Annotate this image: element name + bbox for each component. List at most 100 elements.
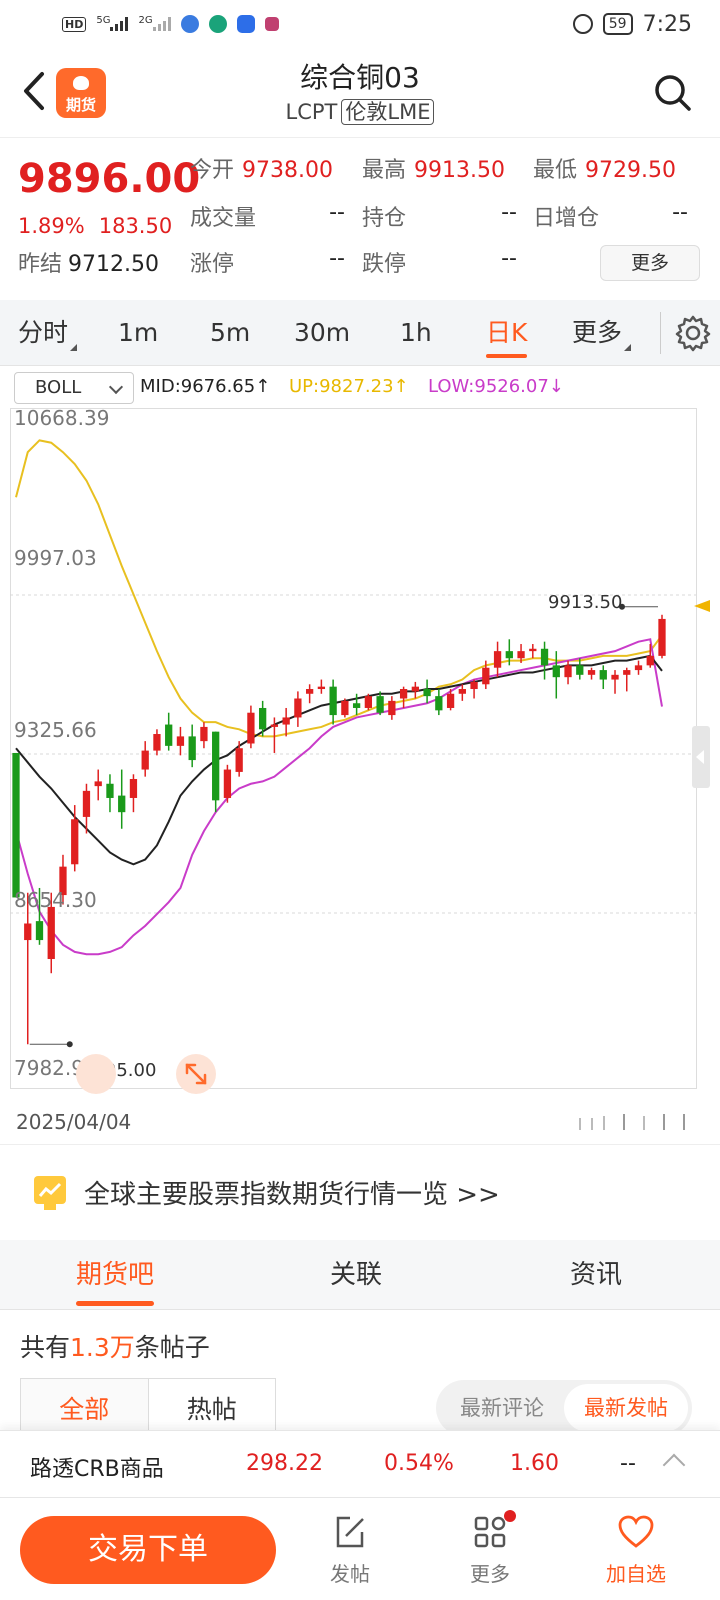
tab-1m[interactable]: 1m bbox=[118, 318, 159, 347]
prev-settle: 昨结 9712.50 bbox=[18, 252, 159, 277]
ticker-extra: -- bbox=[620, 1451, 636, 1476]
status-bar: HD 5G 2G 59 7:25 bbox=[0, 0, 720, 48]
candle-body bbox=[611, 674, 619, 680]
app-badge[interactable]: 期货 bbox=[56, 68, 106, 118]
candle-body bbox=[118, 795, 126, 813]
candle-body bbox=[94, 781, 102, 787]
candle-body bbox=[587, 670, 596, 675]
tab-intraday[interactable]: 分时 bbox=[18, 300, 78, 366]
y-tick-label: 8654.30 bbox=[14, 888, 97, 912]
kline-chart[interactable]: 10668.39 9997.03 9325.66 8654.30 7982.93 bbox=[10, 406, 710, 1104]
chart-frame bbox=[10, 408, 697, 1089]
dropdown-caret-icon bbox=[624, 344, 632, 351]
clock: 7:25 bbox=[642, 11, 692, 37]
last-price: 9896.00 bbox=[18, 156, 201, 202]
signal-5g: 5G bbox=[96, 15, 129, 34]
candle-body bbox=[458, 689, 466, 694]
candle-body bbox=[341, 700, 349, 716]
boll-up-value: UP:9827.23↑ bbox=[289, 376, 409, 397]
indicator-select[interactable]: BOLL bbox=[14, 372, 134, 404]
signal-2g: 2G bbox=[138, 15, 171, 34]
sort-latest-comment[interactable]: 最新评论 bbox=[460, 1396, 544, 1420]
indicator-row: BOLL MID:9676.65↑ UP:9827.23↑ LOW:9526.0… bbox=[0, 372, 720, 406]
candle-body bbox=[129, 779, 138, 798]
kline-svg[interactable] bbox=[10, 408, 710, 1104]
tab-30m[interactable]: 30m bbox=[294, 318, 351, 347]
candle-body bbox=[552, 665, 560, 678]
tab-more-periods[interactable]: 更多 bbox=[572, 300, 632, 366]
candle-body bbox=[24, 923, 32, 941]
candle-body bbox=[223, 769, 232, 798]
max-price-marker: 9913.50 bbox=[548, 592, 623, 613]
exchange-badge: 伦敦LME bbox=[341, 99, 435, 125]
limit-down-field: 跌停 -- bbox=[362, 246, 517, 277]
volume-field: 成交量 -- bbox=[190, 200, 345, 231]
global-index-banner[interactable]: 全球主要股票指数期货行情一览 >> bbox=[0, 1146, 720, 1238]
candle-body bbox=[623, 670, 631, 675]
boll-lower-line bbox=[15, 638, 663, 956]
app-notification-icon bbox=[236, 15, 255, 33]
tab-5m[interactable]: 5m bbox=[210, 318, 251, 347]
candle-body bbox=[411, 686, 419, 692]
candle-body bbox=[247, 712, 255, 744]
divider bbox=[0, 1144, 720, 1145]
y-tick-label: 9997.03 bbox=[14, 546, 97, 570]
open-interest-field: 持仓 -- bbox=[362, 200, 517, 231]
network-type: HD bbox=[62, 16, 87, 32]
tab-1h[interactable]: 1h bbox=[400, 318, 432, 347]
candle-body bbox=[294, 698, 302, 718]
grid-icon bbox=[474, 1516, 506, 1548]
tab-related[interactable]: 关联 bbox=[330, 1260, 383, 1290]
ticker-percent: 0.54% bbox=[384, 1451, 454, 1476]
candle-body bbox=[259, 707, 267, 730]
candle-body bbox=[529, 648, 537, 652]
chevron-up-icon[interactable] bbox=[662, 1453, 686, 1477]
candle-body bbox=[106, 783, 114, 798]
candle-body bbox=[188, 736, 196, 761]
candle-body bbox=[282, 717, 290, 725]
candle-body bbox=[235, 748, 243, 772]
edit-icon bbox=[336, 1516, 364, 1548]
low-field: 最低 9729.50 bbox=[533, 158, 676, 183]
candle-body bbox=[505, 651, 513, 659]
index-ticker-bar[interactable]: 路透CRB商品 298.22 0.54% 1.60 -- bbox=[0, 1430, 720, 1498]
ticker-change: 1.60 bbox=[510, 1451, 559, 1476]
candle-body bbox=[12, 752, 20, 898]
sort-latest-post[interactable]: 最新发帖 bbox=[564, 1384, 688, 1432]
filter-hot[interactable]: 热帖 bbox=[186, 1395, 237, 1424]
tab-daily-k[interactable]: 日K bbox=[486, 300, 528, 366]
candle-body bbox=[540, 648, 549, 666]
candle-body bbox=[200, 726, 208, 742]
fullscreen-button[interactable] bbox=[176, 1054, 216, 1094]
change-amount: 183.50 bbox=[98, 214, 173, 238]
gear-icon bbox=[675, 315, 711, 352]
chart-control-button[interactable] bbox=[76, 1054, 116, 1094]
y-tick-label: 10668.39 bbox=[14, 406, 110, 430]
nav-post[interactable]: 发帖 bbox=[300, 1512, 400, 1587]
price-change: 1.89% 183.50 bbox=[18, 214, 186, 238]
nav-more[interactable]: 更多 bbox=[440, 1510, 540, 1587]
chart-start-date: 2025/04/04 bbox=[16, 1110, 132, 1134]
side-panel-handle[interactable] bbox=[692, 726, 710, 788]
chart-settings-button[interactable] bbox=[674, 314, 712, 352]
tab-news[interactable]: 资讯 bbox=[570, 1260, 623, 1290]
community-tabs: 期货吧 关联 资讯 bbox=[0, 1240, 720, 1310]
current-price-pointer-icon bbox=[694, 600, 710, 612]
notification-dot bbox=[504, 1510, 516, 1522]
nav-add-favorite[interactable]: 加自选 bbox=[586, 1512, 686, 1587]
trade-order-button[interactable]: 交易下单 bbox=[20, 1516, 276, 1584]
candle-body bbox=[165, 724, 173, 746]
search-button[interactable] bbox=[654, 74, 691, 111]
candle-body bbox=[423, 689, 431, 697]
tab-futures-forum[interactable]: 期货吧 bbox=[56, 1240, 174, 1310]
header: 期货 综合铜03 LCPT 伦敦LME bbox=[0, 48, 720, 138]
candle-body bbox=[329, 686, 337, 716]
bottom-nav: 交易下单 发帖 更多 加自选 bbox=[0, 1498, 720, 1600]
open-field: 今开 9738.00 bbox=[190, 158, 333, 183]
boll-upper-line bbox=[15, 439, 663, 738]
more-quote-button[interactable]: 更多 bbox=[600, 245, 700, 281]
candle-body bbox=[364, 696, 373, 708]
app-notification-icon bbox=[264, 17, 279, 31]
back-button[interactable] bbox=[18, 68, 48, 114]
min-marker-dot bbox=[66, 1041, 73, 1048]
